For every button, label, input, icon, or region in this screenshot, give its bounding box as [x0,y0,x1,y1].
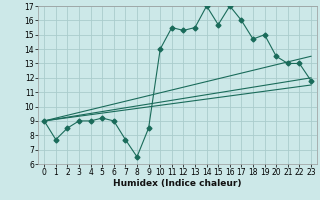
X-axis label: Humidex (Indice chaleur): Humidex (Indice chaleur) [113,179,242,188]
